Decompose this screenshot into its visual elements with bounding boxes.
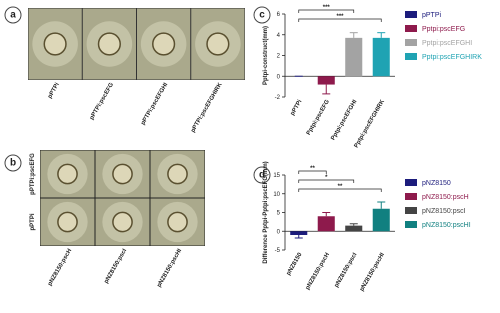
x-tick-label: Pptpi:pscEFGHI	[330, 99, 358, 142]
y-tick-label: -2	[275, 95, 281, 101]
panel-letter: c	[259, 10, 265, 21]
x-tick-label: Pptpi:pscEFGHIRK	[354, 98, 387, 149]
y-axis-label: Difference Pptpi-Pptpi:pscEFG(mm)	[263, 161, 269, 263]
y-tick-label: 15	[273, 173, 280, 179]
legend-swatch	[405, 221, 417, 228]
significance-label: **	[338, 184, 343, 190]
legend-label: pNZ8150	[422, 180, 451, 187]
panel-badge	[253, 6, 271, 24]
photo-label: pPTPi:pscEFG	[30, 153, 36, 195]
panel-letter: b	[10, 158, 16, 169]
photo-label: pPTPi:pscEFG	[89, 82, 115, 121]
disc	[152, 32, 176, 56]
significance-label: **	[310, 166, 315, 172]
significance-label: ***	[323, 5, 331, 11]
legend-swatch	[405, 11, 417, 18]
bar	[317, 76, 335, 85]
photo-label: pPTPi	[30, 213, 36, 230]
panel-badge	[253, 166, 271, 184]
legend-label: Pptpi:pscEFG	[422, 26, 465, 33]
panel-letter: d	[259, 170, 265, 181]
significance-bracket	[298, 170, 327, 174]
legend-swatch	[405, 25, 417, 32]
disc	[206, 32, 230, 56]
legend-label: pNZ8150:pscHI	[422, 222, 471, 229]
disc	[57, 163, 78, 185]
y-tick-label: 0	[277, 229, 281, 235]
significance-label: *	[325, 175, 328, 181]
significance-label: ***	[336, 14, 344, 20]
y-tick-label: 0	[277, 74, 281, 80]
legend-label: pPTPi	[422, 12, 442, 19]
disc	[43, 32, 67, 56]
panel-badge	[4, 154, 22, 172]
bar	[372, 208, 390, 232]
disc	[112, 163, 133, 185]
photo-label: pPTPi:pscEFGHI	[140, 82, 169, 127]
x-tick-label: pNZ8150:pscHI	[359, 252, 386, 293]
bar	[345, 37, 363, 77]
photo-label: pNZ8150:pscHI	[156, 248, 183, 289]
legend-label: pNZ8150:pscH	[422, 194, 469, 201]
bar	[290, 231, 308, 235]
disc	[167, 211, 188, 233]
x-tick-label: pNZ8150	[286, 251, 304, 276]
y-tick-label: -5	[275, 248, 281, 254]
disc	[57, 211, 78, 233]
x-tick-label: pNZ8150:pscI	[334, 252, 359, 289]
legend-swatch	[405, 53, 417, 60]
significance-bracket	[298, 18, 382, 22]
panel-letter: a	[10, 10, 16, 21]
legend-swatch	[405, 39, 417, 46]
photo-label: pPTPi	[47, 82, 61, 100]
y-tick-label: 6	[277, 12, 281, 18]
significance-bracket	[298, 9, 355, 13]
disc	[167, 163, 188, 185]
bar	[345, 225, 363, 232]
panel-badge	[4, 6, 22, 24]
y-tick-label: 5	[277, 211, 281, 217]
disc	[112, 211, 133, 233]
y-tick-label: 2	[277, 54, 281, 60]
legend-label: Pptpi:pscEFGHI	[422, 40, 472, 47]
bar	[317, 216, 335, 232]
legend-swatch	[405, 207, 417, 214]
y-axis-label: Pptpi-construct(mm)	[263, 26, 269, 85]
significance-bracket	[298, 179, 355, 183]
legend-label: Pptpi:pscEFGHIRK	[422, 54, 482, 61]
bar	[372, 37, 390, 77]
photo-label: pNZ8150:pscI	[104, 248, 129, 285]
y-tick-label: 10	[273, 192, 280, 198]
photo-label: pNZ8150:pscH	[47, 248, 73, 287]
y-tick-label: 4	[277, 33, 281, 39]
x-tick-label: Pptpi:pscEFG	[306, 99, 331, 137]
photo-label: pPTPi:pscEFGHIRK	[190, 81, 224, 133]
x-tick-label: pPTPi	[290, 99, 304, 117]
x-tick-label: pNZ8150:pscH	[305, 252, 331, 291]
legend-swatch	[405, 193, 417, 200]
legend-label: pNZ8150:pscI	[422, 208, 466, 215]
disc	[97, 32, 121, 56]
legend-swatch	[405, 179, 417, 186]
significance-bracket	[298, 188, 382, 192]
